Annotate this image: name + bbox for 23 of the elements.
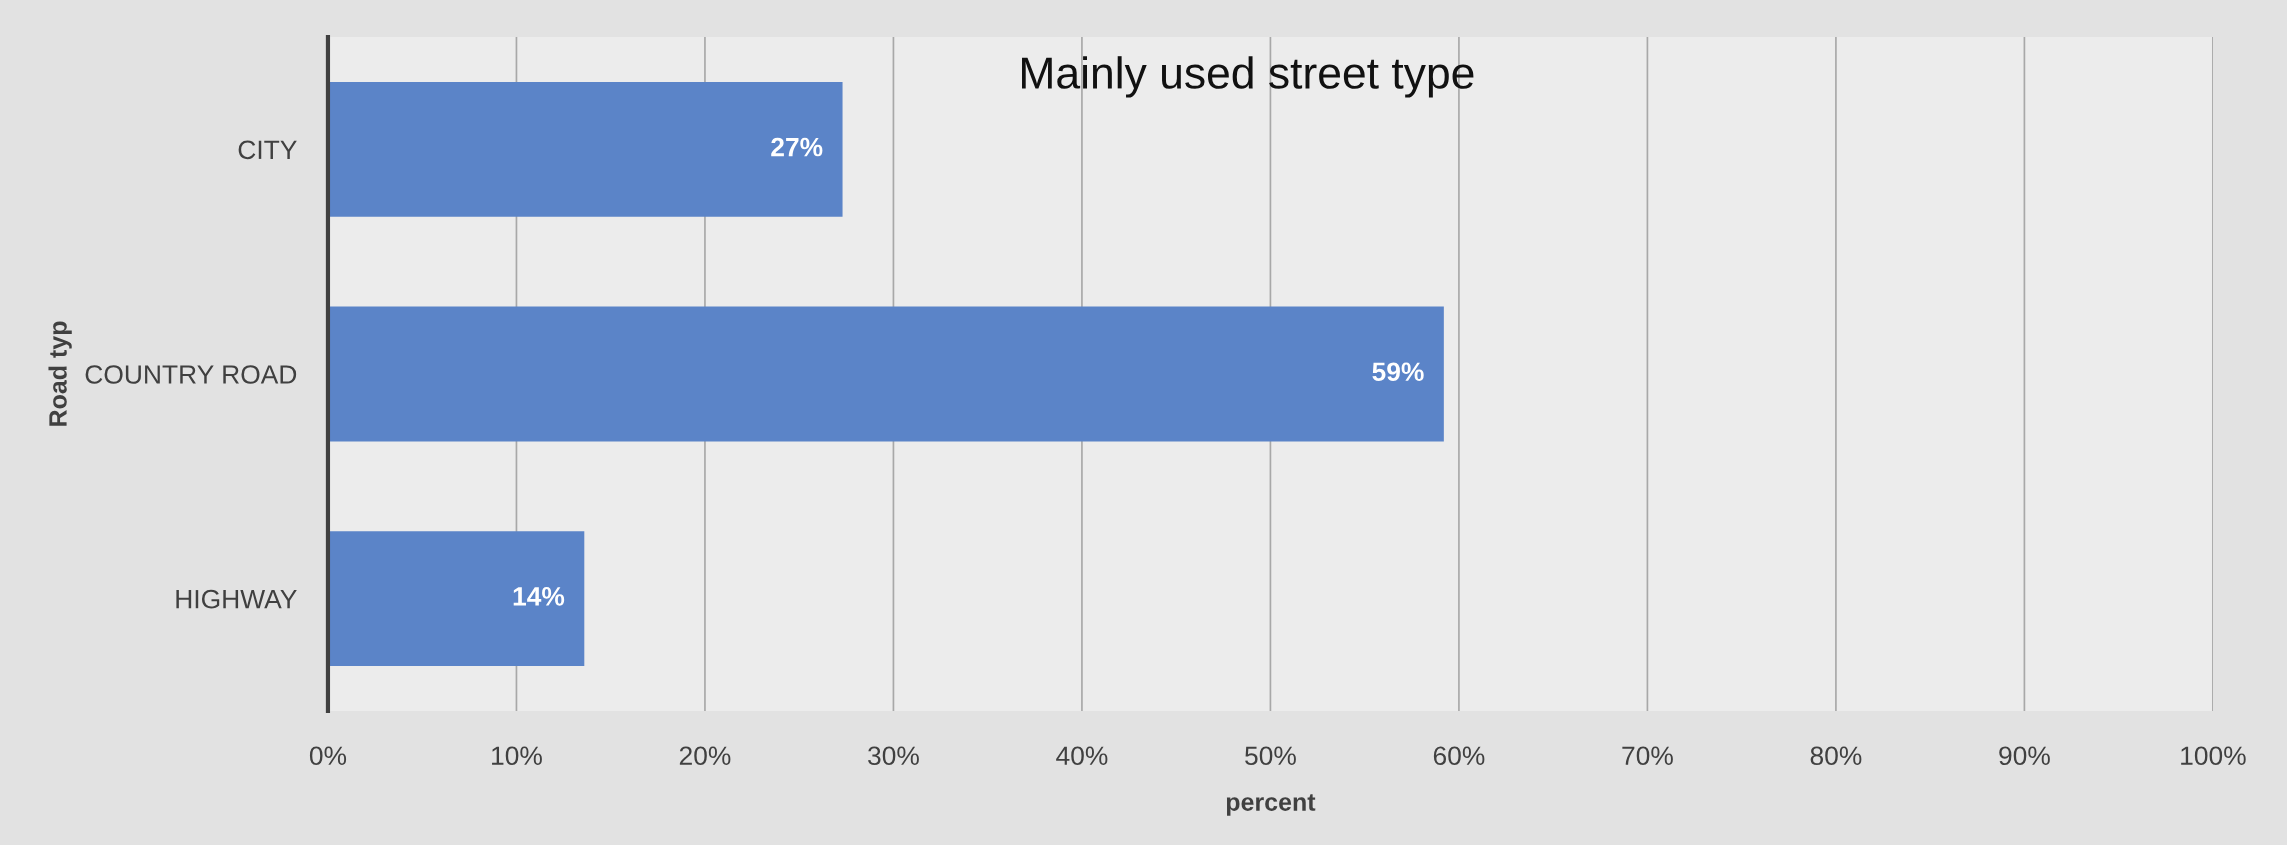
x-tick-label: 50% <box>1245 746 1296 766</box>
x-tick-label: 80% <box>1810 746 1862 766</box>
x-tick-label: 0% <box>309 746 347 766</box>
x-tick-label: 30% <box>868 746 919 766</box>
x-tick-label: 10% <box>492 746 542 766</box>
data-label: 59% <box>1372 362 1424 382</box>
bar <box>327 306 1444 442</box>
y-tick-label: CITY <box>238 140 297 160</box>
x-tick-label: 70% <box>1622 746 1673 766</box>
y-axis-title: Road typ <box>48 321 72 426</box>
x-tick-label: 20% <box>679 746 731 766</box>
x-tick-label: 100% <box>2181 746 2246 766</box>
x-axis-title: percent <box>1226 794 1316 816</box>
bar <box>327 531 585 667</box>
data-label: 27% <box>771 137 823 157</box>
x-tick-label: 60% <box>1433 746 1485 766</box>
y-tick-label: HIGHWAY <box>176 589 297 609</box>
chart-title: Mainly used street type <box>1022 56 1474 98</box>
bar <box>327 81 843 217</box>
y-tick-label: COUNTRY ROAD <box>85 365 297 384</box>
x-tick-label: 40% <box>1056 746 1108 766</box>
x-tick-label: 90% <box>1999 746 2050 766</box>
data-label: 14% <box>513 587 565 606</box>
